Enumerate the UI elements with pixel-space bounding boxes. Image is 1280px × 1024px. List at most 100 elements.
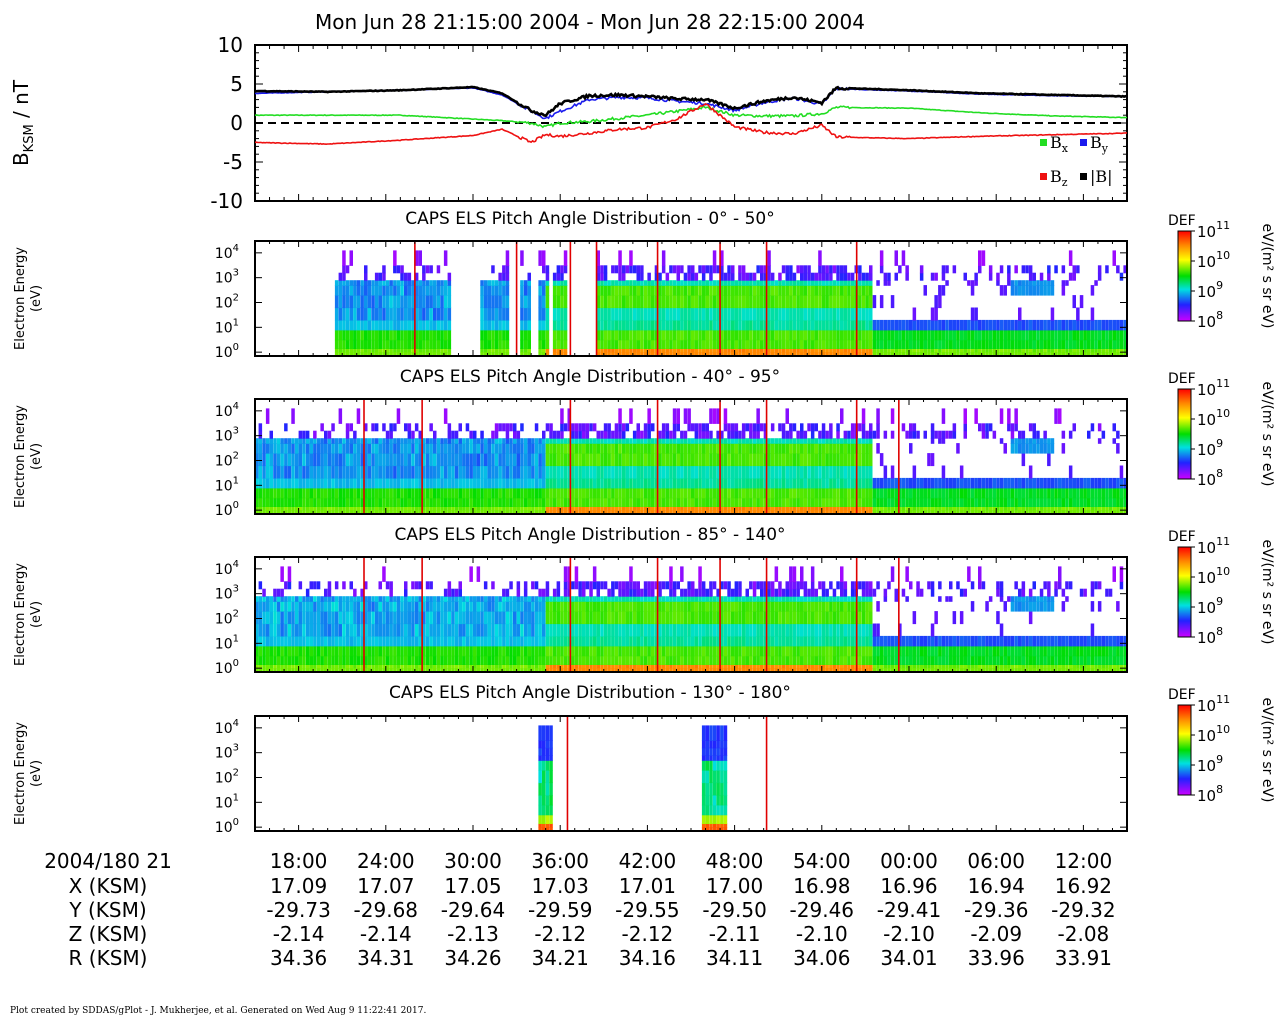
heatmap-cell	[763, 465, 768, 479]
heatmap-cell	[1112, 506, 1116, 511]
heatmap-cell	[542, 510, 546, 514]
heatmap-cell	[414, 348, 419, 353]
heatmap-cell	[869, 285, 873, 296]
heatmap-cell	[425, 601, 430, 612]
heatmap-cell	[789, 272, 793, 281]
heatmap-cell	[1094, 477, 1098, 489]
heatmap-cell	[1050, 438, 1055, 444]
heatmap-cell	[869, 307, 873, 321]
heatmap-cell	[374, 319, 379, 331]
heatmap-cell	[919, 272, 924, 281]
heatmap-cell	[807, 285, 811, 296]
heatmap-cell	[930, 430, 935, 439]
heatmap-cell	[295, 510, 299, 514]
heatmap-cell	[353, 601, 357, 612]
heatmap-cell	[1039, 487, 1044, 499]
heatmap-cell	[327, 596, 332, 602]
heatmap-cell	[385, 601, 390, 612]
heatmap-cell	[491, 438, 495, 444]
heatmap-cell	[538, 329, 542, 341]
heatmap-cell	[393, 510, 397, 514]
heatmap-cell	[451, 596, 455, 602]
heatmap-cell	[327, 487, 332, 499]
heatmap-cell	[647, 506, 651, 511]
heatmap-cell	[640, 453, 644, 467]
heatmap-cell	[443, 601, 448, 612]
heatmap-cell	[404, 453, 408, 467]
heatmap-cell	[258, 438, 263, 444]
heatmap-cell	[378, 443, 382, 454]
heatmap-cell	[709, 339, 713, 349]
heatmap-cell	[382, 443, 386, 454]
heatmap-cell	[879, 329, 884, 341]
heatmap-cell	[738, 477, 742, 489]
heatmap-cell	[701, 477, 706, 489]
heatmap-cell	[302, 601, 306, 612]
heatmap-cell	[1003, 339, 1007, 349]
heatmap-cell	[683, 443, 688, 454]
heatmap-cell	[396, 348, 401, 353]
heatmap-cell	[1028, 510, 1033, 514]
heatmap-cell	[865, 477, 869, 489]
heatmap-cell	[600, 497, 604, 507]
heatmap-cell	[367, 339, 372, 349]
heatmap-cell	[985, 510, 989, 514]
heatmap-cell	[625, 487, 630, 499]
heatmap-cell	[542, 285, 546, 296]
heatmap-cell	[1112, 487, 1116, 499]
heatmap-cell	[734, 339, 739, 349]
y-tick-label: 101	[215, 317, 239, 336]
heatmap-cell	[542, 352, 546, 356]
spectrogram-title: CAPS ELS Pitch Angle Distribution - 0° -…	[405, 209, 774, 229]
heatmap-cell	[629, 285, 633, 296]
heatmap-cell	[927, 352, 931, 356]
heatmap-cell	[560, 443, 564, 454]
heatmap-cell	[520, 477, 524, 489]
heatmap-cell	[825, 453, 829, 467]
heatmap-cell	[741, 272, 746, 281]
heatmap-cell	[665, 280, 670, 286]
heatmap-cell	[255, 635, 259, 647]
heatmap-cell	[374, 443, 379, 454]
heatmap-cell	[560, 265, 564, 274]
heatmap-cell	[629, 510, 633, 514]
heatmap-cell	[636, 430, 640, 439]
heatmap-cell	[255, 453, 259, 467]
heatmap-cell	[531, 465, 535, 479]
heatmap-cell	[996, 487, 1000, 499]
legend-entry: Bz	[1040, 167, 1068, 189]
heatmap-cell	[996, 329, 1000, 341]
heatmap-cell	[538, 497, 542, 507]
heatmap-cell	[567, 408, 571, 424]
heatmap-cell	[676, 339, 680, 349]
heatmap-cell	[320, 510, 324, 514]
heatmap-cell	[792, 285, 797, 296]
heatmap-cell	[767, 319, 771, 331]
heatmap-cell	[262, 635, 266, 647]
heatmap-cell	[374, 506, 379, 511]
heatmap-cell	[447, 348, 452, 353]
heatmap-cell	[778, 510, 782, 514]
heatmap-cell	[425, 635, 430, 647]
heatmap-cell	[353, 465, 357, 479]
heatmap-cell	[374, 497, 379, 507]
heatmap-cell	[273, 645, 277, 657]
heatmap-cell	[745, 453, 749, 467]
heatmap-cell	[741, 487, 746, 499]
heatmap-cell	[552, 506, 557, 511]
heatmap-cell	[967, 339, 971, 349]
heatmap-cell	[800, 280, 804, 286]
heatmap-cell	[869, 319, 873, 331]
heatmap-cell	[414, 655, 419, 665]
heatmap-cell	[1010, 443, 1015, 454]
heatmap-cell	[505, 352, 510, 356]
heatmap-cell	[480, 453, 484, 467]
heatmap-cell	[374, 645, 379, 657]
heatmap-cell	[680, 339, 684, 349]
heatmap-cell	[1043, 487, 1047, 499]
heatmap-cell	[636, 295, 640, 309]
heatmap-cell	[883, 477, 888, 489]
heatmap-cell	[618, 352, 622, 356]
heatmap-cell	[618, 408, 622, 424]
heatmap-cell	[934, 497, 938, 507]
